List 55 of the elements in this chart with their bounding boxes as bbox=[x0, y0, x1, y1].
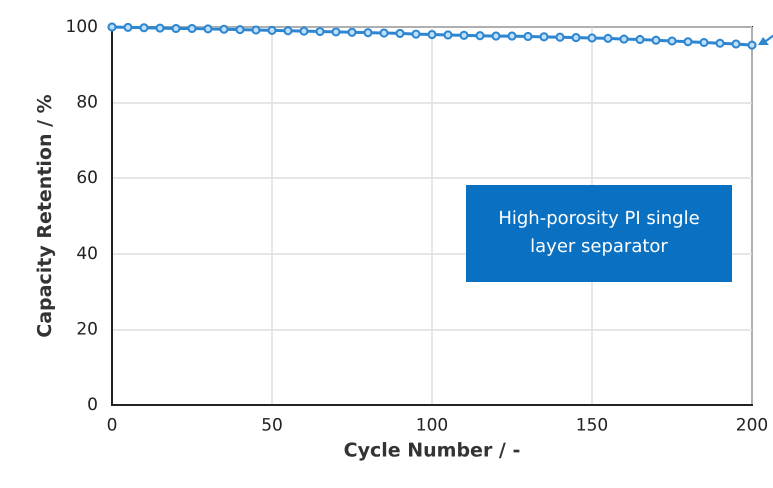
x-tick-label: 150 bbox=[576, 416, 608, 436]
point bbox=[636, 34, 644, 44]
point bbox=[524, 32, 532, 41]
point bbox=[460, 30, 468, 40]
point bbox=[572, 33, 580, 42]
point bbox=[156, 24, 164, 33]
point bbox=[316, 27, 324, 36]
point bbox=[556, 32, 564, 42]
point bbox=[188, 24, 196, 34]
point bbox=[220, 24, 228, 34]
y-tick-label: 40 bbox=[76, 244, 98, 264]
point bbox=[428, 30, 436, 40]
x-tick-label: 0 bbox=[106, 416, 118, 436]
y-axis-title: Capacity Retention / % bbox=[34, 94, 56, 338]
point bbox=[236, 25, 244, 34]
x-tick-label: 50 bbox=[261, 416, 283, 436]
point bbox=[348, 28, 356, 37]
x-tick-label: 200 bbox=[736, 416, 768, 436]
point bbox=[540, 32, 548, 42]
point bbox=[604, 34, 612, 43]
point bbox=[668, 36, 676, 46]
y-tick-label: 0 bbox=[87, 395, 98, 415]
point bbox=[684, 37, 692, 46]
point bbox=[204, 24, 212, 34]
point bbox=[700, 38, 708, 47]
point bbox=[364, 28, 372, 38]
point bbox=[332, 27, 340, 36]
point bbox=[652, 36, 660, 45]
note-box: High-porosity PI single layer separator bbox=[466, 185, 732, 282]
point bbox=[252, 26, 260, 35]
point bbox=[492, 32, 500, 41]
point bbox=[380, 28, 388, 38]
x-axis-title: Cycle Number / - bbox=[344, 440, 520, 462]
y-tick-label: 20 bbox=[76, 319, 98, 340]
point bbox=[716, 38, 724, 48]
point bbox=[412, 30, 420, 39]
point bbox=[300, 26, 308, 36]
point bbox=[108, 22, 116, 32]
point bbox=[748, 40, 756, 50]
point bbox=[476, 31, 484, 40]
x-tick-label: 100 bbox=[416, 416, 448, 436]
point bbox=[588, 33, 596, 42]
point bbox=[140, 23, 148, 32]
point bbox=[732, 40, 740, 49]
point bbox=[620, 34, 628, 44]
point bbox=[444, 30, 452, 40]
y-tick-label: 60 bbox=[76, 168, 98, 188]
point bbox=[172, 24, 180, 34]
point bbox=[124, 22, 132, 32]
point bbox=[284, 26, 292, 36]
y-tick-label: 100 bbox=[66, 17, 98, 37]
point bbox=[508, 32, 516, 41]
y-tick-label: 80 bbox=[76, 92, 98, 113]
point bbox=[268, 26, 276, 35]
point bbox=[396, 28, 404, 38]
